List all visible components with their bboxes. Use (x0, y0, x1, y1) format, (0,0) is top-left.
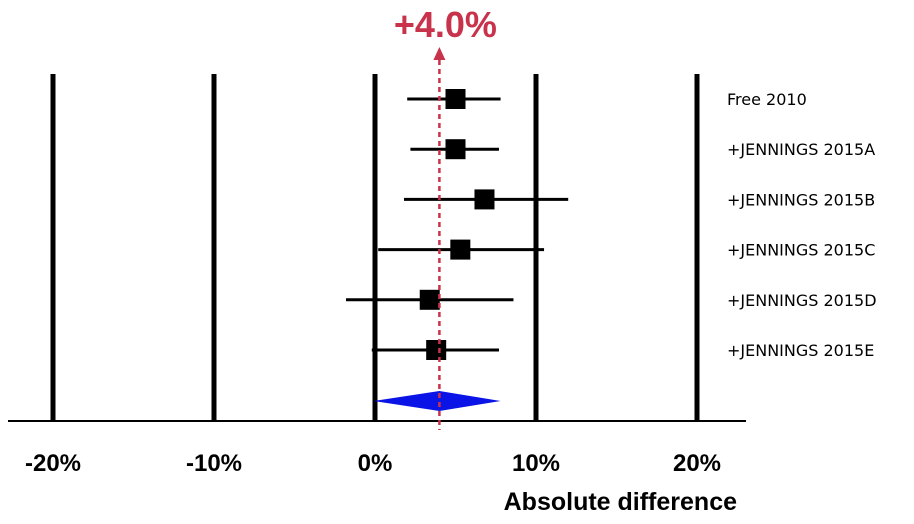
study-label: +JENNINGS 2015A (727, 140, 875, 159)
study-row: +JENNINGS 2015D (346, 289, 877, 310)
x-tick-label: -10% (186, 450, 242, 477)
summary-diamond (373, 391, 501, 411)
study-label: +JENNINGS 2015C (727, 241, 875, 260)
point-estimate-square (450, 239, 471, 260)
study-label: +JENNINGS 2015B (727, 190, 875, 209)
point-estimate-square (426, 340, 447, 360)
summary-estimate-label: +4.0% (394, 4, 497, 45)
study-row: Free 2010 (407, 89, 807, 109)
x-tick-label: 20% (673, 450, 721, 477)
study-row: +JENNINGS 2015E (371, 340, 874, 360)
point-estimate-square (445, 139, 466, 160)
study-row: +JENNINGS 2015A (410, 139, 875, 160)
study-row: +JENNINGS 2015B (403, 189, 875, 210)
x-tick-label: -20% (25, 450, 81, 477)
summary-group (373, 47, 501, 430)
point-estimate-square (419, 289, 440, 310)
x-tick-label: 10% (512, 450, 560, 477)
point-estimate-square (474, 189, 495, 210)
study-label: +JENNINGS 2015D (727, 291, 877, 310)
study-label: +JENNINGS 2015E (727, 341, 874, 360)
study-label: Free 2010 (727, 90, 807, 109)
point-estimate-square (445, 89, 466, 109)
study-row: +JENNINGS 2015C (378, 239, 875, 260)
x-tick-label: 0% (358, 450, 393, 477)
summary-arrowhead (433, 47, 446, 60)
x-axis-title: Absolute difference (504, 488, 737, 516)
study-rows: Free 2010 +JENNINGS 2015A +JENNINGS 2015B +… (346, 89, 877, 360)
x-tick-labels: -20% -10% 0% 10% 20% (25, 450, 721, 477)
grid-lines (50, 74, 700, 421)
